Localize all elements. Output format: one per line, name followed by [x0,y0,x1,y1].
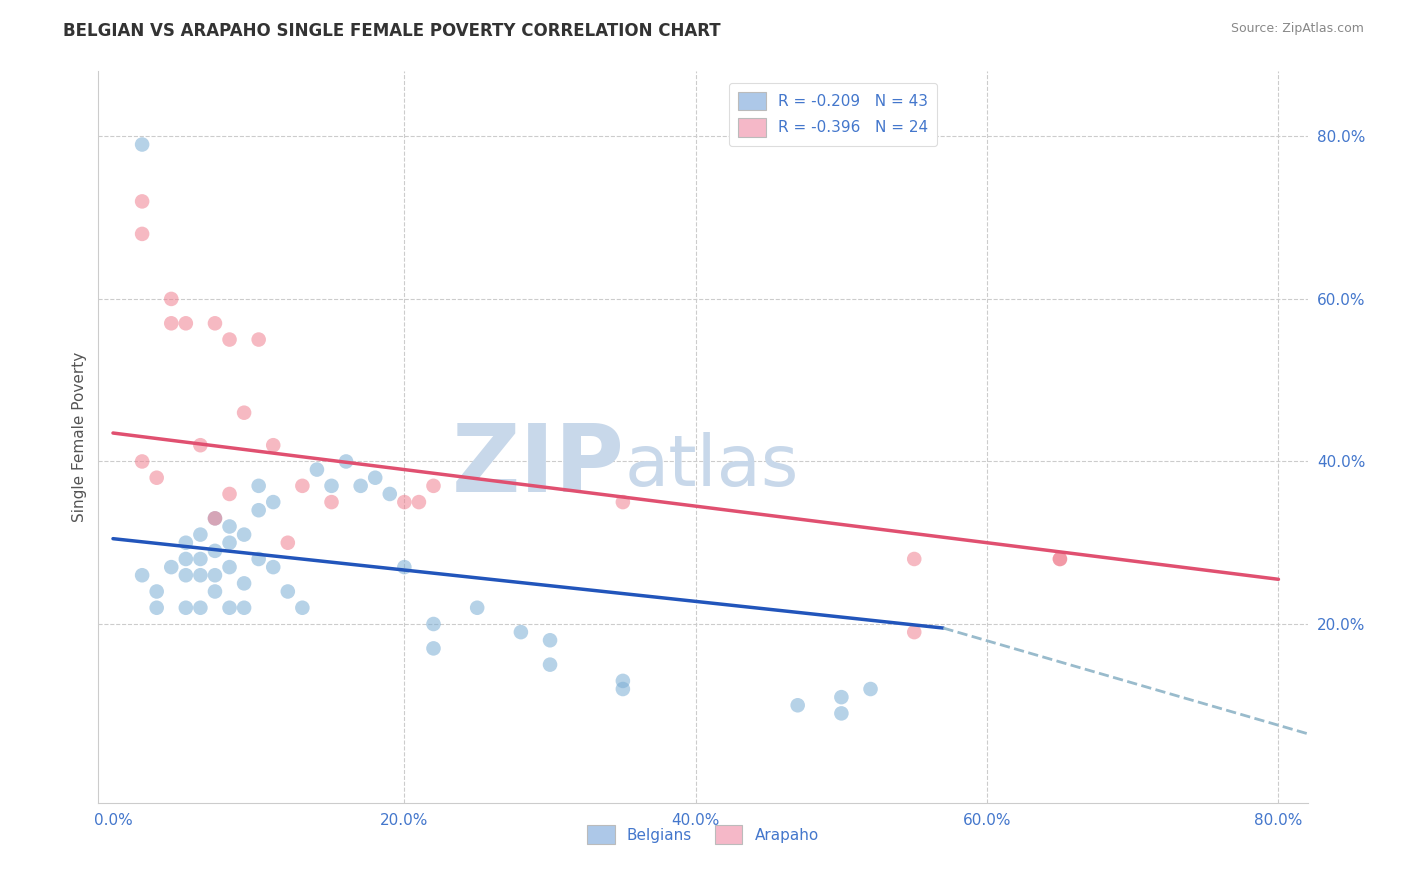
Point [204,511,226,525]
Point [247,333,270,347]
Point [204,316,226,330]
Point [422,479,444,493]
Point [305,462,328,476]
Point [204,511,226,525]
Point [422,617,444,632]
Point [903,625,925,640]
Text: ZIP: ZIP [451,420,624,512]
Point [233,406,256,420]
Point [364,471,387,485]
Point [465,600,488,615]
Point [174,600,197,615]
Point [830,690,852,705]
Point [262,560,284,574]
Point [233,600,256,615]
Point [378,487,401,501]
Point [612,681,634,696]
Point [174,535,197,549]
Point [509,625,531,640]
Text: Source: ZipAtlas.com: Source: ZipAtlas.com [1230,22,1364,36]
Point [190,600,212,615]
Point [1049,552,1071,566]
Point [190,438,212,452]
Point [131,227,153,241]
Point [538,633,561,648]
Point [321,495,343,509]
Point [131,454,153,468]
Point [321,479,343,493]
Point [218,600,240,615]
Point [218,487,240,501]
Point [291,600,314,615]
Point [145,471,167,485]
Text: atlas: atlas [624,432,799,500]
Point [218,519,240,533]
Point [160,292,183,306]
Point [277,535,299,549]
Point [538,657,561,672]
Point [291,479,314,493]
Point [394,495,416,509]
Text: BELGIAN VS ARAPAHO SINGLE FEMALE POVERTY CORRELATION CHART: BELGIAN VS ARAPAHO SINGLE FEMALE POVERTY… [63,22,721,40]
Point [247,552,270,566]
Point [204,584,226,599]
Point [218,333,240,347]
Point [131,568,153,582]
Point [830,706,852,721]
Point [262,438,284,452]
Point [335,454,357,468]
Point [233,576,256,591]
Point [131,137,153,152]
Point [408,495,430,509]
Point [277,584,299,599]
Point [190,527,212,541]
Legend: Belgians, Arapaho: Belgians, Arapaho [581,819,825,850]
Point [190,552,212,566]
Point [218,535,240,549]
Point [786,698,808,713]
Point [1049,552,1071,566]
Point [233,527,256,541]
Y-axis label: Single Female Poverty: Single Female Poverty [72,352,87,522]
Point [394,560,416,574]
Point [422,641,444,656]
Point [204,568,226,582]
Point [903,552,925,566]
Point [612,673,634,688]
Point [204,544,226,558]
Point [160,316,183,330]
Point [174,316,197,330]
Point [131,194,153,209]
Point [190,568,212,582]
Point [174,568,197,582]
Point [218,560,240,574]
Point [145,584,167,599]
Point [859,681,882,696]
Point [247,479,270,493]
Point [160,560,183,574]
Point [145,600,167,615]
Point [612,495,634,509]
Point [174,552,197,566]
Point [247,503,270,517]
Point [262,495,284,509]
Point [350,479,373,493]
